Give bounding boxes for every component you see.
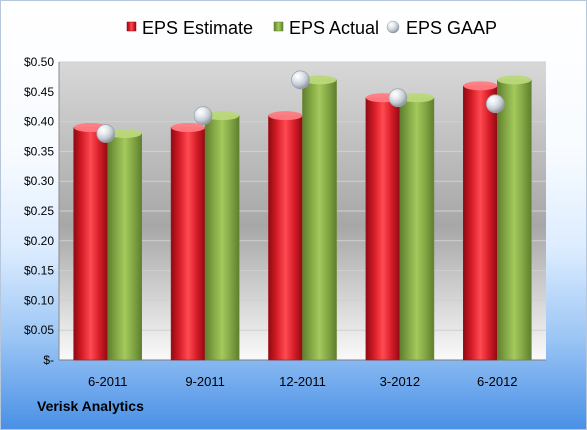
marker-eps-gaap (485, 94, 505, 114)
bar-eps-actual (107, 133, 142, 361)
bar-eps-actual (399, 97, 435, 361)
legend-gaap-label: EPS GAAP (406, 18, 497, 38)
x-category-label: 9-2011 (185, 374, 225, 389)
x-category-label: 3-2012 (380, 374, 420, 389)
y-tick-label: $0.45 (24, 85, 54, 99)
legend-actual-swatch (273, 21, 284, 32)
company-name: Verisk Analytics (37, 398, 144, 414)
y-tick-label: $0.40 (24, 115, 54, 129)
marker-eps-gaap (388, 88, 408, 108)
bar-top-estimate (171, 123, 206, 133)
y-tick-label: $- (43, 353, 54, 367)
bar-top-estimate (463, 81, 498, 91)
legend-gaap-marker (386, 20, 400, 34)
x-category-label: 6-2011 (88, 374, 128, 389)
y-tick-label: $0.30 (24, 174, 54, 188)
bars (73, 75, 532, 361)
legend-estimate-swatch (126, 21, 137, 32)
x-category-label: 6-2012 (477, 374, 517, 389)
bar-top-actual (399, 93, 434, 103)
x-category-label: 12-2011 (279, 374, 326, 389)
markers (96, 70, 505, 143)
bar-top-actual (107, 129, 142, 139)
legend: EPS Estimate EPS Actual EPS GAAP (126, 18, 497, 38)
y-tick-label: $0.50 (24, 55, 54, 69)
bar-eps-actual (496, 79, 532, 361)
y-axis: $- $0.05 $0.10 $0.15 $0.20 $0.25 $0.30 $0.35 $0.… (24, 55, 54, 367)
y-tick-label: $0.05 (24, 323, 54, 337)
x-axis: 6-2011 9-2011 12-2011 3-2012 6-2012 (88, 374, 518, 389)
bar-eps-estimate (462, 85, 498, 361)
y-tick-label: $0.35 (24, 144, 54, 158)
y-tick-label: $0.15 (24, 264, 54, 278)
y-tick-label: $0.25 (24, 204, 54, 218)
bar-eps-actual (302, 79, 337, 361)
y-tick-label: $0.20 (24, 234, 54, 248)
bar-top-actual (205, 111, 240, 121)
marker-eps-gaap (193, 106, 213, 125)
bar-eps-actual (204, 115, 240, 361)
bar-top-actual (497, 75, 532, 85)
bar-top-estimate (268, 111, 303, 121)
y-tick-label: $0.10 (24, 293, 54, 307)
legend-actual-label: EPS Actual (289, 18, 379, 38)
bar-eps-estimate (365, 97, 401, 361)
bar-eps-estimate (73, 127, 108, 361)
marker-eps-gaap (291, 70, 310, 90)
legend-estimate-label: EPS Estimate (142, 18, 253, 38)
bar-eps-estimate (170, 127, 206, 361)
bar-eps-estimate (268, 115, 303, 361)
bar-top-actual (302, 75, 337, 85)
marker-eps-gaap (96, 124, 116, 143)
